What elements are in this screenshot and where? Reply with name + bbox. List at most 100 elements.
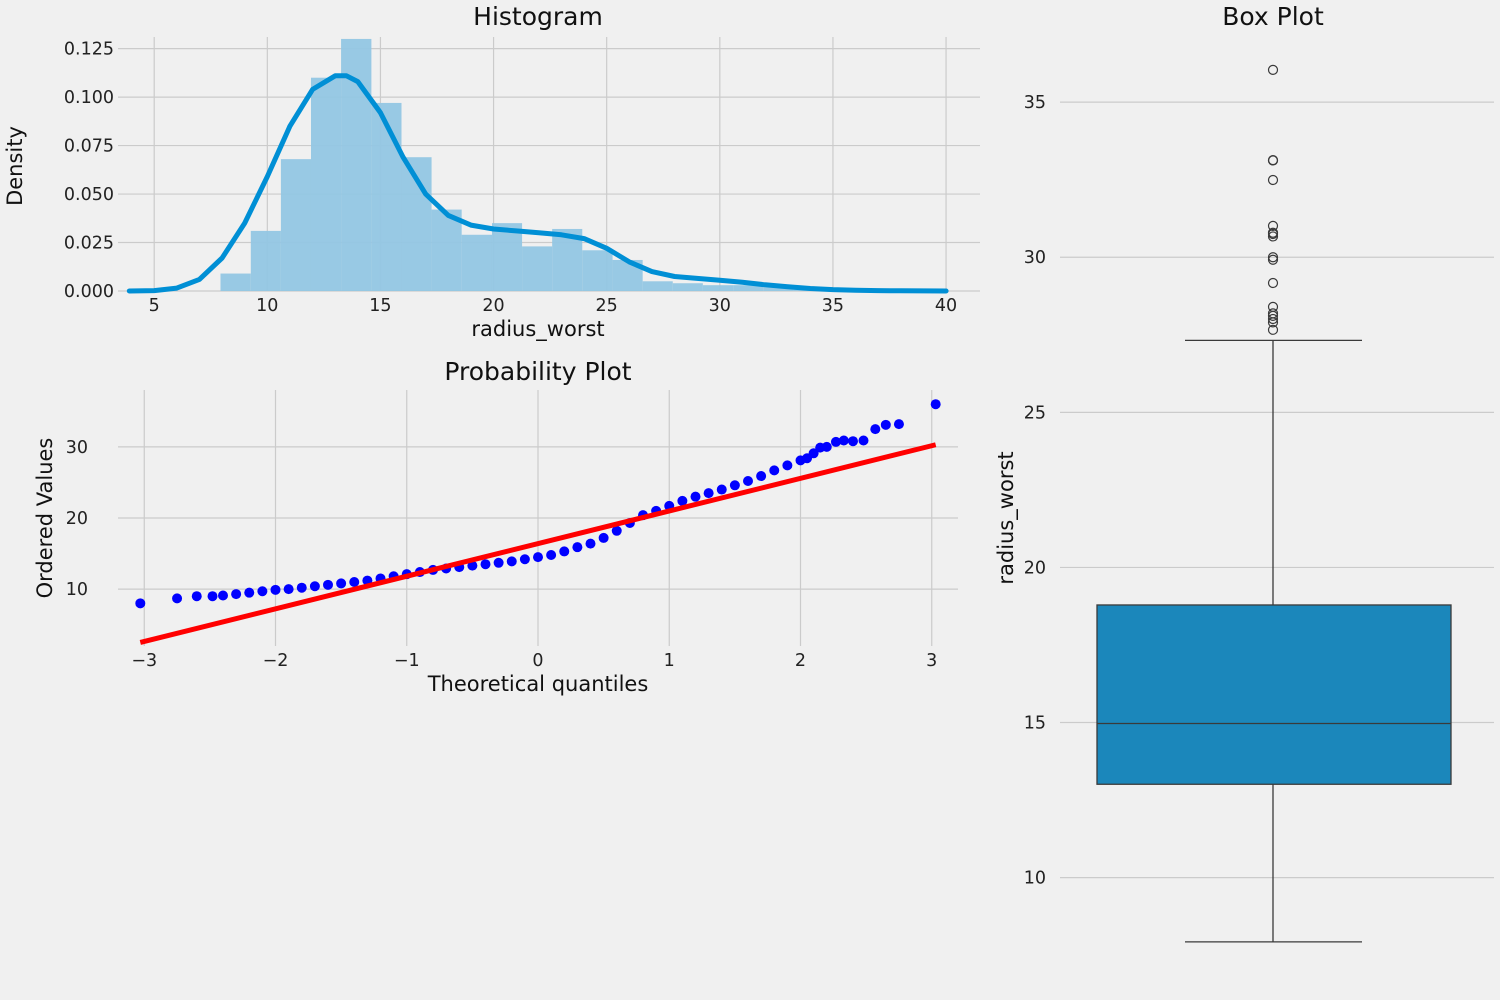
probability-plot-point [257, 586, 268, 597]
histogram-grid [118, 37, 980, 292]
histogram-x-tick-label: 5 [149, 296, 160, 316]
probability-plot-point [172, 593, 183, 604]
probability-plot-point [231, 589, 242, 600]
histogram-bar [582, 250, 613, 291]
box-plot-outlier [1267, 227, 1279, 238]
box-plot-panel: 10 15 20 25 30 35 Box Plot radius_worst [994, 2, 1494, 943]
probability-plot-point [349, 577, 360, 587]
probability-plot-point [830, 436, 841, 447]
histogram-bar [310, 77, 342, 291]
probability-plot-point [533, 552, 543, 563]
histogram-title: Histogram [473, 2, 603, 31]
box-plot-y-tick-label: 10 [1024, 869, 1046, 889]
histogram-y-tick-label: 0.000 [64, 282, 114, 302]
histogram-y-tick-label: 0.100 [64, 88, 114, 108]
histogram-bar [522, 246, 553, 291]
probability-plot-point [519, 554, 530, 565]
probability-plot-point [323, 579, 333, 590]
probability-plot-y-tick-label: 30 [66, 438, 88, 458]
box-plot-outlier [1267, 254, 1279, 265]
histogram-x-tick-label: 25 [596, 296, 618, 316]
box-plot-shape [1096, 339, 1452, 943]
box-plot-y-tick-label: 25 [1024, 403, 1046, 423]
probability-plot-x-axis-label: Theoretical quantiles [427, 672, 649, 696]
probability-plot-point [191, 591, 202, 602]
probability-plot-point [218, 590, 228, 601]
box-plot-y-tick-label: 30 [1024, 248, 1046, 268]
box-plot-outlier [1267, 231, 1279, 242]
box-plot-outlier [1267, 155, 1279, 166]
probability-plot-point [611, 525, 622, 536]
histogram-x-tick-labels: 5 10 15 20 25 30 35 40 [149, 296, 958, 316]
probability-plot-point [756, 471, 767, 482]
probability-plot-point [808, 448, 819, 459]
probability-plot-point [690, 491, 701, 502]
probability-plot-x-tick-label: 1 [664, 651, 675, 671]
probability-plot-panel: −3 −2 −1 0 1 2 3 10 20 30 Probability Plot Theor… [33, 357, 958, 696]
probability-plot-point [309, 581, 320, 592]
histogram-x-tick-label: 20 [482, 296, 504, 316]
histogram-x-tick-label: 35 [822, 296, 844, 316]
probability-plot-point [480, 559, 491, 570]
histogram-bars [220, 38, 884, 291]
box-plot-outlier [1267, 252, 1279, 263]
probability-plot-point [848, 436, 858, 447]
histogram-bar [763, 287, 794, 291]
probability-plot-fit-line [139, 442, 937, 645]
probability-plot-point [598, 532, 609, 543]
probability-plot-point [336, 578, 347, 589]
histogram-kde-line [126, 73, 949, 294]
probability-plot-y-axis-label: Ordered Values [33, 438, 57, 599]
probability-plot-x-tick-label: −1 [394, 651, 420, 671]
probability-plot-point [821, 441, 832, 452]
histogram-y-tick-label: 0.075 [64, 137, 114, 157]
probability-plot-point [880, 419, 891, 430]
histogram-bar [491, 223, 523, 291]
probability-plot-y-tick-label: 10 [66, 580, 88, 600]
probability-plot-point [870, 424, 881, 435]
box-plot-outlier [1267, 64, 1279, 75]
histogram-y-tick-label: 0.125 [64, 40, 114, 60]
probability-plot-point [296, 582, 307, 593]
histogram-x-axis-label: radius_worst [471, 317, 604, 342]
probability-plot-point [283, 584, 294, 595]
box-plot-outlier [1267, 174, 1279, 186]
probability-plot-x-tick-label: −3 [131, 651, 157, 671]
probability-plot-point [930, 399, 941, 410]
box-plot-y-axis-label: radius_worst [994, 451, 1019, 584]
probability-plot-y-tick-labels: 10 20 30 [66, 438, 88, 600]
probability-plot-point [135, 598, 146, 609]
histogram-bar [461, 234, 492, 291]
histogram-panel: 5 10 15 20 25 30 35 40 0.000 0.025 0.050 0.075 0.10… [3, 2, 980, 342]
probability-plot-point [207, 591, 218, 602]
box-plot-y-tick-labels: 10 15 20 25 30 35 [1024, 93, 1046, 888]
histogram-x-tick-label: 30 [709, 296, 731, 316]
box-plot-outlier [1267, 308, 1279, 319]
probability-plot-point [893, 419, 904, 430]
box-plot-outlier [1267, 277, 1279, 289]
probability-plot-point [769, 465, 780, 476]
probability-plot-point [729, 480, 740, 491]
histogram-bar [642, 281, 673, 291]
probability-plot-title: Probability Plot [444, 357, 631, 386]
probability-plot-point [467, 560, 478, 571]
probability-plot-point [506, 556, 517, 567]
probability-plot-x-tick-label: 0 [532, 651, 543, 671]
probability-plot-point [743, 476, 753, 487]
probability-plot-y-tick-label: 20 [66, 509, 88, 529]
probability-plot-point [270, 584, 281, 595]
histogram-x-tick-label: 10 [256, 296, 278, 316]
histogram-y-tick-label: 0.025 [64, 234, 114, 254]
box-plot-y-tick-label: 20 [1024, 558, 1046, 578]
box-plot-outlier [1267, 324, 1279, 335]
probability-plot-point [244, 587, 255, 598]
box-plot-box [1096, 604, 1452, 785]
histogram-bar [220, 273, 251, 291]
box-plot-y-tick-label: 15 [1024, 714, 1046, 734]
probability-plot-point [493, 557, 504, 568]
box-plot-title: Box Plot [1222, 2, 1324, 31]
probability-plot-x-tick-labels: −3 −2 −1 0 1 2 3 [131, 651, 937, 671]
probability-plot-x-tick-label: −2 [263, 651, 289, 671]
